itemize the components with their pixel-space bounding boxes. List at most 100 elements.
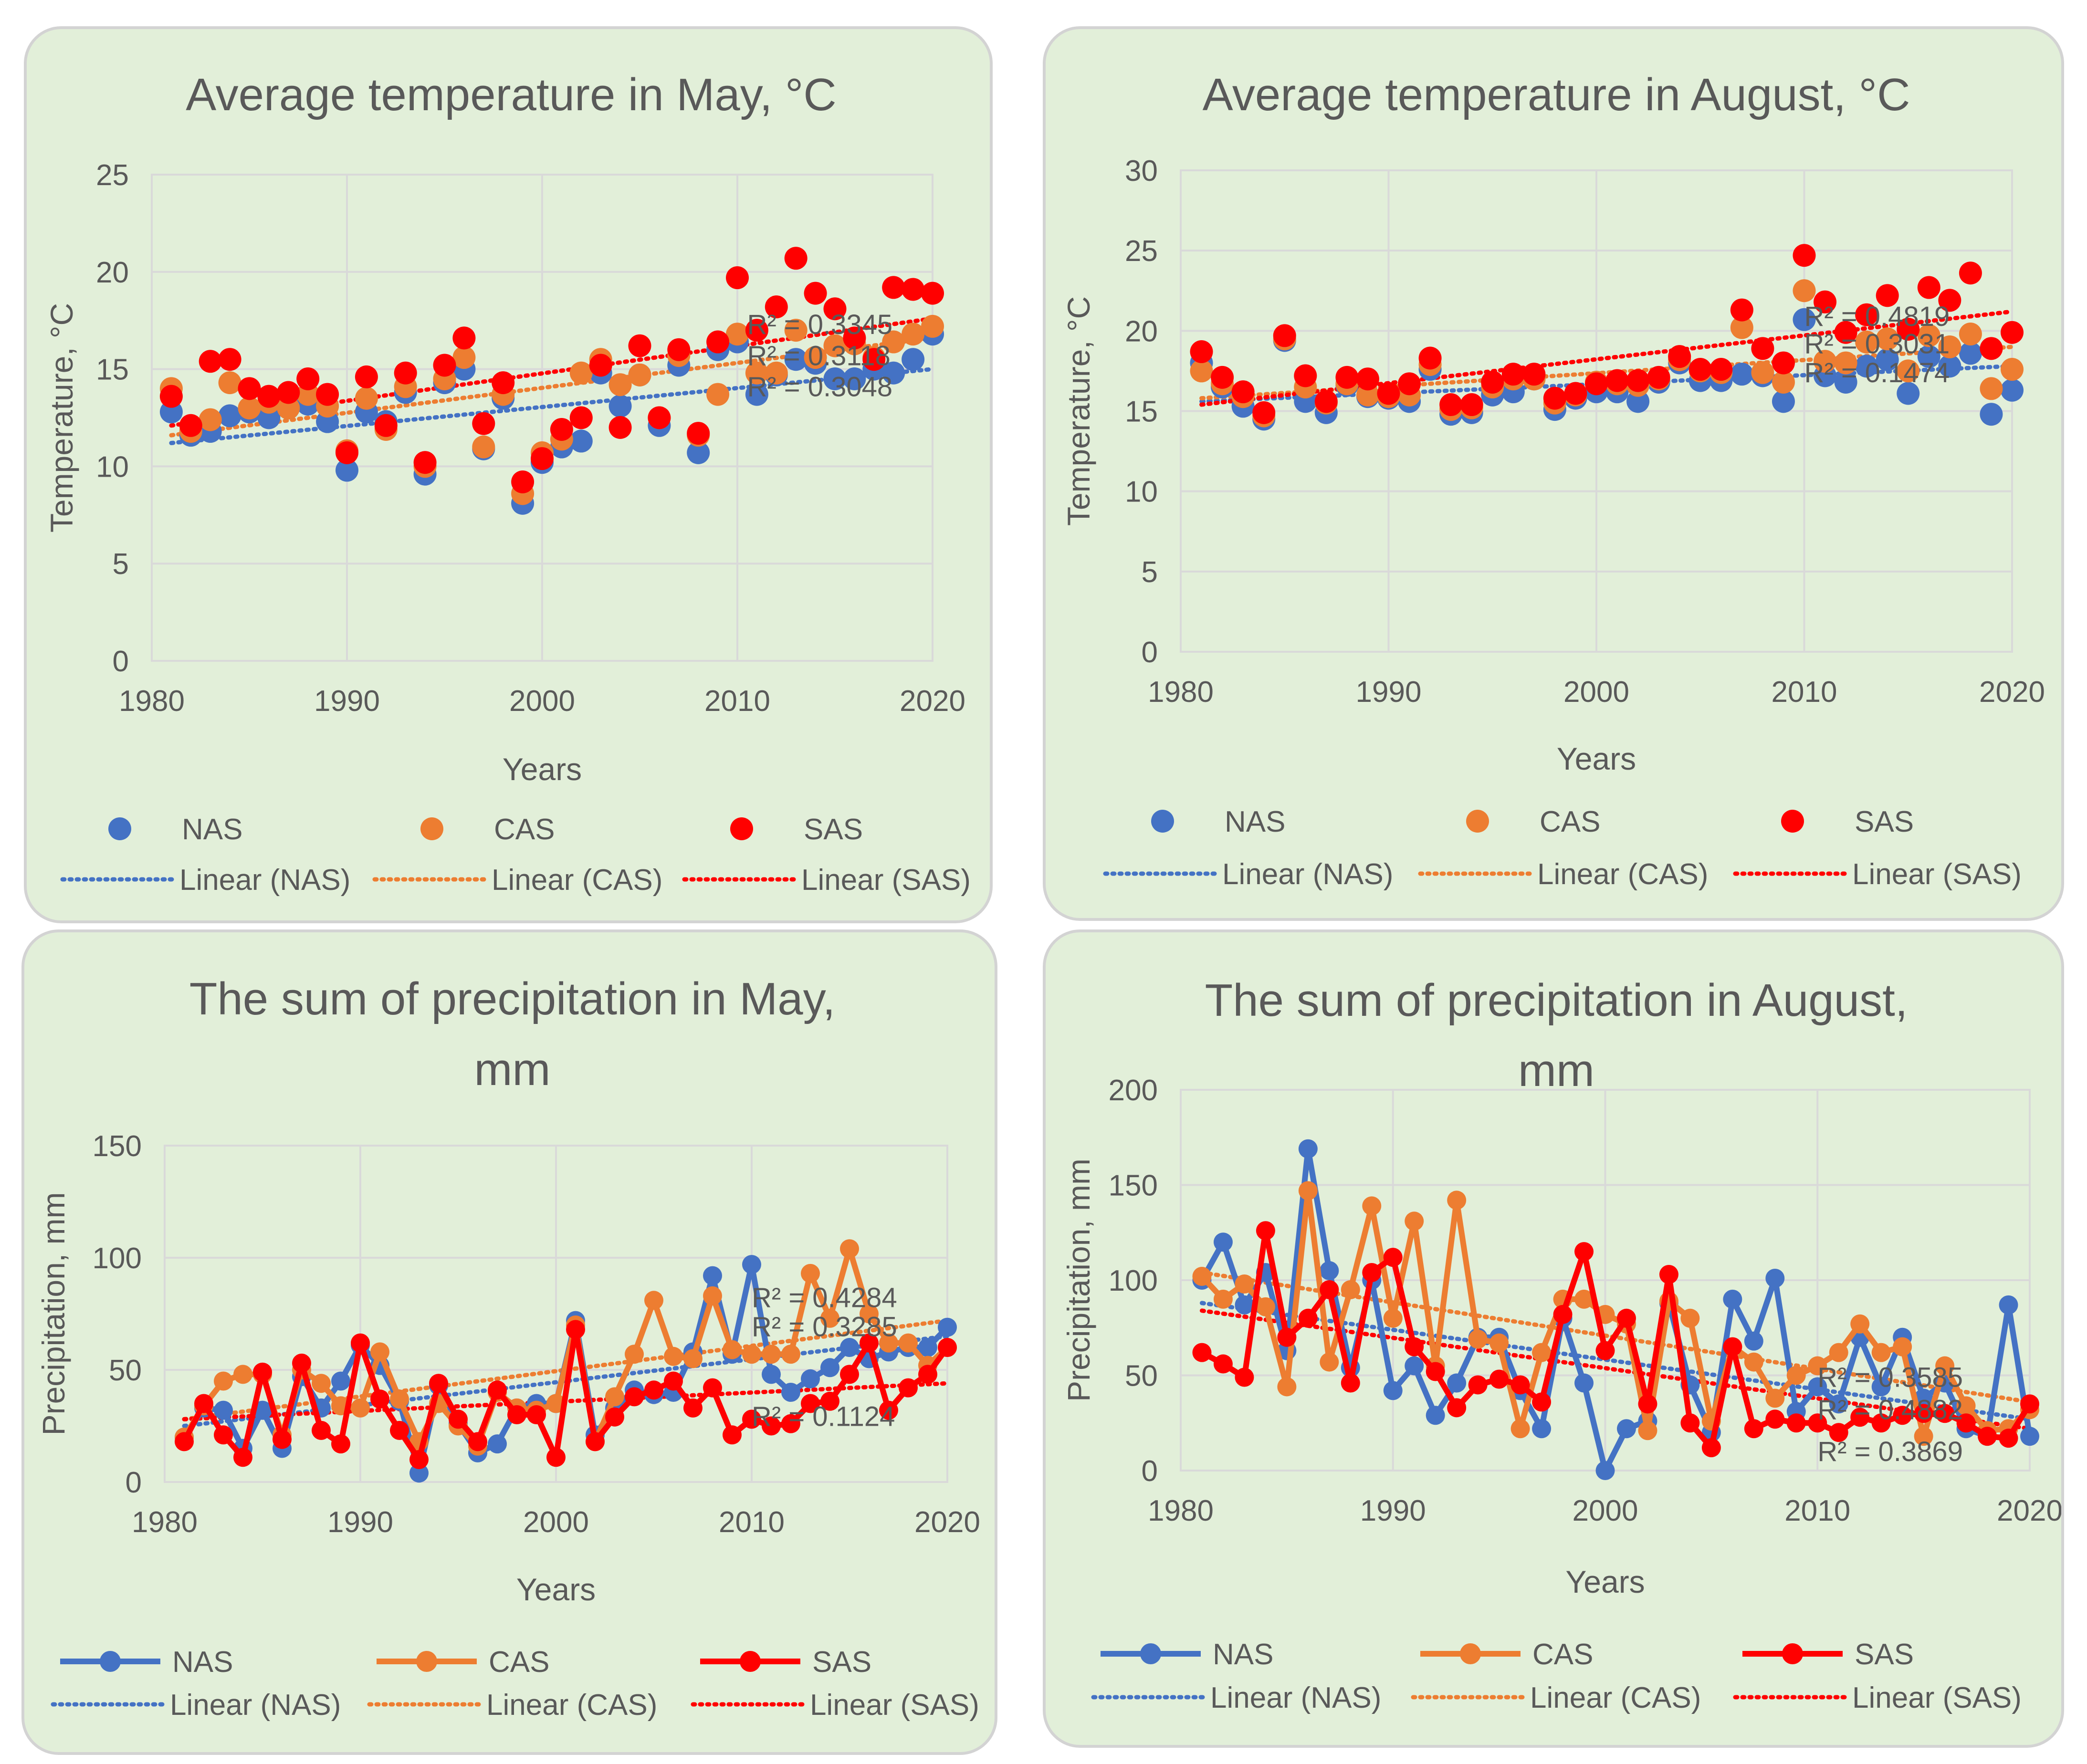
point-sas	[745, 319, 768, 342]
panel-august-temperature: Average temperature in August, °C 0 5 10 15 2…	[1043, 26, 2064, 921]
point-sas	[644, 1380, 663, 1400]
point-cas	[1277, 1377, 1297, 1397]
point-sas	[1897, 317, 1920, 341]
point-cas	[1917, 324, 1940, 347]
point-sas	[413, 451, 437, 474]
point-nas	[1298, 1139, 1318, 1159]
point-sas	[784, 247, 808, 270]
point-sas	[1252, 401, 1276, 424]
point-cas	[801, 1263, 820, 1283]
point-sas	[918, 1365, 937, 1384]
x-tick-label: 1990	[314, 685, 380, 718]
point-sas	[1935, 1404, 1955, 1423]
legend-marker-sas	[1781, 810, 1804, 833]
point-sas	[1439, 393, 1463, 417]
point-nas	[1616, 1419, 1636, 1439]
point-sas	[1956, 1413, 1976, 1433]
point-cas	[233, 1365, 252, 1384]
point-nas	[762, 1365, 781, 1384]
trendline-nas	[1199, 364, 2014, 404]
point-cas	[902, 323, 925, 346]
point-cas	[1935, 1356, 1955, 1376]
point-sas	[1341, 1373, 1360, 1393]
point-sas	[1501, 363, 1525, 386]
point-sas	[394, 361, 417, 385]
point-sas	[820, 1391, 839, 1411]
point-sas	[1320, 1280, 1339, 1299]
point-cas	[1938, 335, 1961, 358]
point-sas	[370, 1389, 389, 1409]
legend-marker-cas	[1466, 810, 1489, 833]
point-sas	[1356, 367, 1379, 391]
point-sas	[664, 1371, 683, 1391]
point-cas	[723, 1340, 742, 1359]
y-tick-label: 50	[109, 1354, 142, 1387]
point-nas	[1855, 355, 1878, 378]
point-sas	[1647, 365, 1670, 389]
point-sas	[1626, 369, 1650, 392]
y-tick-label: 20	[96, 256, 129, 289]
point-sas	[1574, 1242, 1594, 1262]
point-sas	[390, 1420, 409, 1440]
legend-label-sas: SAS	[1855, 1638, 1914, 1671]
y-axis-label: Temperature, °C	[1061, 296, 1096, 526]
chart-title: The sum of precipitation in August,	[1205, 975, 1908, 1026]
point-cas	[1356, 383, 1379, 407]
point-nas	[2020, 1427, 2039, 1446]
panel-august-precipitation: The sum of precipitation in August, mm 0 50…	[1043, 929, 2064, 1748]
point-cas	[804, 346, 827, 369]
x-axis-label: Years	[1565, 1564, 1645, 1599]
legend-label-nas: NAS	[172, 1646, 233, 1679]
point-cas	[625, 1345, 644, 1364]
point-sas	[449, 1409, 468, 1429]
point-sas	[336, 441, 358, 464]
point-sas	[472, 412, 495, 435]
legend-trend-label-cas: Linear (CAS)	[1537, 858, 1708, 891]
point-nas	[687, 441, 710, 464]
x-tick-label: 1990	[1356, 676, 1422, 709]
point-cas	[1897, 359, 1920, 383]
point-cas	[745, 361, 768, 385]
point-cas	[608, 373, 632, 397]
point-sas	[1398, 372, 1421, 396]
chart-august-precipitation: The sum of precipitation in August, mm 0 50…	[1061, 975, 2061, 1714]
y-tick-label: 100	[93, 1242, 142, 1275]
point-sas	[1510, 1375, 1530, 1395]
point-cas	[706, 383, 730, 406]
point-cas	[823, 334, 847, 357]
r-squared-label: R² = 0.3031	[1804, 328, 1950, 359]
point-sas	[1834, 321, 1857, 344]
point-nas	[1235, 1295, 1254, 1315]
point-sas	[1850, 1408, 1870, 1427]
point-nas	[938, 1317, 957, 1337]
point-sas	[1978, 1427, 1997, 1446]
legend-marker-cas	[420, 817, 443, 840]
point-cas	[1855, 330, 1878, 354]
point-sas	[277, 381, 300, 404]
point-nas	[336, 459, 358, 482]
point-cas	[1298, 1181, 1318, 1200]
point-sas	[296, 367, 320, 390]
trendline-nas	[182, 1334, 950, 1428]
point-sas	[902, 278, 925, 301]
point-sas	[292, 1353, 311, 1373]
point-nas	[218, 404, 241, 428]
point-sas	[605, 1407, 624, 1427]
point-sas	[1585, 372, 1608, 396]
chart-may-temperature: Average temperature in May, °C 0 5 10 15 20 25…	[44, 69, 971, 897]
point-sas	[589, 354, 612, 377]
plot-area	[164, 1145, 948, 1483]
point-sas	[1377, 382, 1400, 405]
y-tick-label: 15	[96, 354, 129, 386]
point-sas	[468, 1432, 487, 1451]
point-sas	[1605, 369, 1629, 392]
legend-label-nas: NAS	[1213, 1638, 1273, 1671]
point-sas	[938, 1338, 957, 1357]
point-sas	[1192, 1343, 1212, 1362]
point-nas	[1723, 1289, 1742, 1309]
point-nas	[1834, 370, 1857, 394]
x-tick-label: 2010	[1772, 676, 1837, 709]
point-cas	[1893, 1337, 1912, 1357]
legend-trend-label-cas: Linear (CAS)	[486, 1689, 657, 1722]
r-squared-label: R² = 0.3869	[1817, 1436, 1963, 1467]
